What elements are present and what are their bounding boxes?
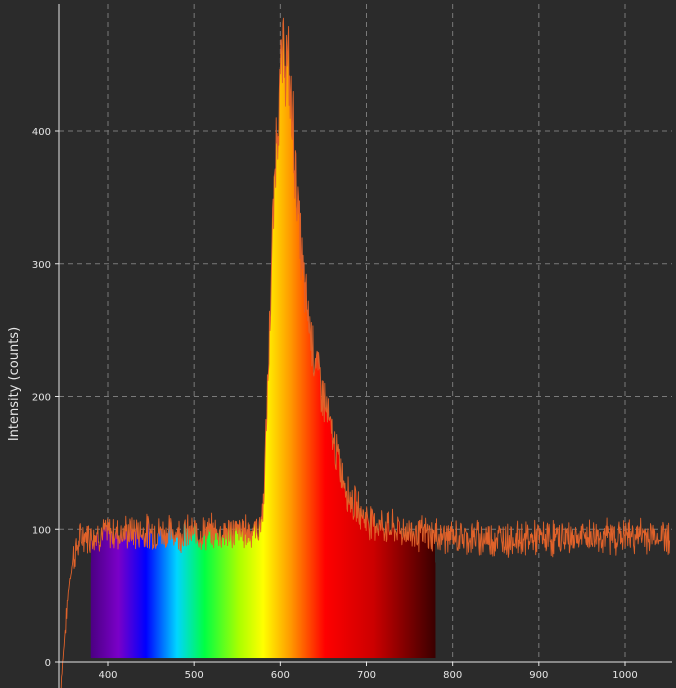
y-tick-label-300: 300 [32, 260, 51, 271]
visible-band-under-curve [90, 18, 436, 659]
tick-labels: 400 500 600 700 800 900 1000 0 100 200 300 400 [32, 127, 638, 681]
y-tick-label-100: 100 [32, 525, 51, 536]
x-tick-label-500: 500 [185, 670, 204, 681]
x-tick-label-800: 800 [443, 670, 462, 681]
x-tick-label-400: 400 [98, 670, 117, 681]
y-tick-label-0: 0 [45, 658, 51, 669]
spectrum-fill [90, 18, 436, 659]
x-tick-label-1000: 1000 [612, 670, 637, 681]
x-tick-label-600: 600 [271, 670, 290, 681]
spectrum-line [60, 17, 671, 688]
y-tick-label-200: 200 [32, 393, 51, 404]
x-tick-label-700: 700 [357, 670, 376, 681]
y-axis-title: Intensity (counts) [7, 327, 22, 441]
spectrum-series-line [60, 17, 671, 688]
axes [55, 4, 672, 688]
x-tick-label-900: 900 [529, 670, 548, 681]
y-tick-label-400: 400 [32, 127, 51, 138]
